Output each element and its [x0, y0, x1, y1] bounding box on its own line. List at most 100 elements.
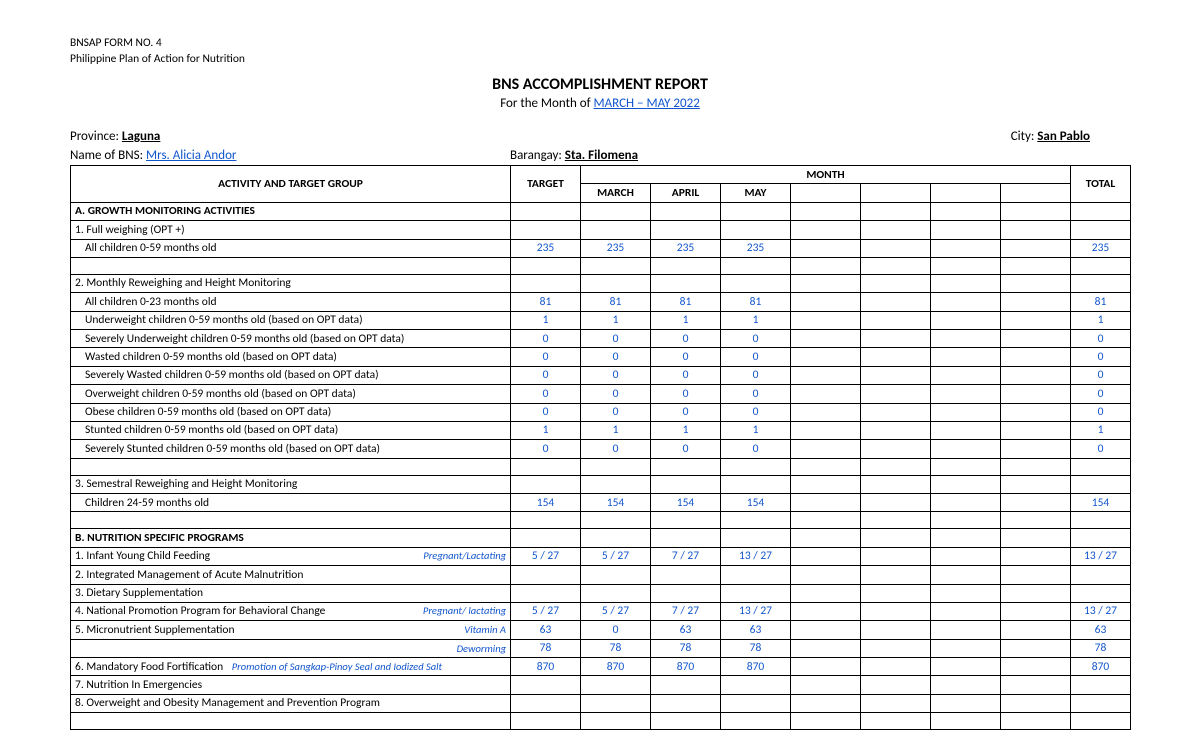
b4-annot: Pregnant/ lactating — [423, 604, 506, 617]
a1a-total: 235 — [1071, 239, 1131, 257]
a2a-total: 81 — [1071, 293, 1131, 311]
col-blank-2 — [861, 184, 931, 202]
a2i-label: Severely Stunted children 0-59 months ol… — [71, 440, 511, 458]
blank-row-1 — [71, 257, 1131, 274]
a2i-may: 0 — [721, 440, 791, 458]
b4-cell: 4. National Promotion Program for Behavi… — [71, 602, 511, 620]
a2e-total: 0 — [1071, 366, 1131, 384]
a2e-mar: 0 — [581, 366, 651, 384]
a2a-may: 81 — [721, 293, 791, 311]
bns-label: Name of BNS: — [70, 148, 146, 163]
b5a-cell: 5. Micronutrient Supplementation Vitamin… — [71, 621, 511, 639]
a2e-target: 0 — [511, 366, 581, 384]
a2c-apr: 0 — [651, 330, 721, 348]
section-b-label: B. NUTRITION SPECIFIC PROGRAMS — [71, 529, 511, 547]
a2h-apr: 1 — [651, 421, 721, 439]
col-target: TARGET — [511, 166, 581, 203]
province-label: Province: — [70, 129, 122, 144]
b6-total: 870 — [1071, 658, 1131, 676]
a2g-label: Obese children 0-59 months old (based on… — [71, 403, 511, 421]
row-a2d: Wasted children 0-59 months old (based o… — [71, 348, 1131, 366]
b5a-mar: 0 — [581, 621, 651, 639]
a3-label: 3. Semestral Reweighing and Height Monit… — [71, 475, 511, 493]
form-number: BNSAP FORM NO. 4 — [70, 36, 1130, 52]
b1-cell: 1. Infant Young Child Feeding Pregnant/L… — [71, 547, 511, 565]
col-activity: ACTIVITY AND TARGET GROUP — [71, 166, 511, 203]
report-title: BNS ACCOMPLISHMENT REPORT — [70, 75, 1130, 94]
a2f-mar: 0 — [581, 385, 651, 403]
a2i-target: 0 — [511, 440, 581, 458]
a2b-may: 1 — [721, 311, 791, 329]
barangay-value: Sta. Filomena — [565, 148, 638, 163]
section-a: A. GROWTH MONITORING ACTIVITIES — [71, 202, 1131, 220]
a2g-target: 0 — [511, 403, 581, 421]
row-a2-head: 2. Monthly Reweighing and Height Monitor… — [71, 274, 1131, 292]
b1-target: 5 / 27 — [511, 547, 581, 565]
row-a2f: Overweight children 0-59 months old (bas… — [71, 385, 1131, 403]
row-a1-head: 1. Full weighing (OPT +) — [71, 221, 1131, 239]
a1a-target: 235 — [511, 239, 581, 257]
col-month: MONTH — [581, 166, 1071, 184]
row-b6: 6. Mandatory Food Fortification Promotio… — [71, 658, 1131, 676]
b4-apr: 7 / 27 — [651, 602, 721, 620]
b1-total: 13 / 27 — [1071, 547, 1131, 565]
a2a-mar: 81 — [581, 293, 651, 311]
a3a-mar: 154 — [581, 494, 651, 512]
b3-label: 3. Dietary Supplementation — [71, 584, 511, 602]
report-period: MARCH – MAY 2022 — [594, 96, 700, 111]
row-b1: 1. Infant Young Child Feeding Pregnant/L… — [71, 547, 1131, 565]
a2b-target: 1 — [511, 311, 581, 329]
a2f-total: 0 — [1071, 385, 1131, 403]
a2b-label: Underweight children 0-59 months old (ba… — [71, 311, 511, 329]
b5b-may: 78 — [721, 639, 791, 657]
b7-label: 7. Nutrition In Emergencies — [71, 676, 511, 694]
a1a-may: 235 — [721, 239, 791, 257]
b5a-annot: Vitamin A — [464, 623, 506, 636]
col-april: APRIL — [651, 184, 721, 202]
a2g-mar: 0 — [581, 403, 651, 421]
a2b-apr: 1 — [651, 311, 721, 329]
a2h-may: 1 — [721, 421, 791, 439]
row-b8: 8. Overweight and Obesity Management and… — [71, 694, 1131, 712]
row-b5a: 5. Micronutrient Supplementation Vitamin… — [71, 621, 1131, 639]
a2h-target: 1 — [511, 421, 581, 439]
city-label: City: — [1011, 129, 1038, 144]
a2d-mar: 0 — [581, 348, 651, 366]
a2b-mar: 1 — [581, 311, 651, 329]
a2c-label: Severely Underweight children 0-59 month… — [71, 330, 511, 348]
b1-mar: 5 / 27 — [581, 547, 651, 565]
a2i-apr: 0 — [651, 440, 721, 458]
b6-label: 6. Mandatory Food Fortification — [75, 660, 223, 674]
col-total: TOTAL — [1071, 166, 1131, 203]
a2c-mar: 0 — [581, 330, 651, 348]
a2h-total: 1 — [1071, 421, 1131, 439]
b1-label: 1. Infant Young Child Feeding — [75, 549, 210, 563]
row-a2e: Severely Wasted children 0-59 months old… — [71, 366, 1131, 384]
b5a-label: 5. Micronutrient Supplementation — [75, 623, 235, 637]
b1-annot: Pregnant/Lactating — [423, 549, 506, 562]
b4-may: 13 / 27 — [721, 602, 791, 620]
a2e-may: 0 — [721, 366, 791, 384]
b6-may: 870 — [721, 658, 791, 676]
row-a3a: Children 24-59 months old 154 154 154 15… — [71, 494, 1131, 512]
row-a3-head: 3. Semestral Reweighing and Height Monit… — [71, 475, 1131, 493]
a2f-may: 0 — [721, 385, 791, 403]
meta-row-2: Name of BNS: Mrs. Alicia Andor Barangay:… — [70, 148, 1130, 163]
a2d-apr: 0 — [651, 348, 721, 366]
b5a-apr: 63 — [651, 621, 721, 639]
col-blank-3 — [931, 184, 1001, 202]
meta-row-1: Province: Laguna City: San Pablo — [70, 129, 1130, 144]
b1-may: 13 / 27 — [721, 547, 791, 565]
row-a2c: Severely Underweight children 0-59 month… — [71, 330, 1131, 348]
b4-total: 13 / 27 — [1071, 602, 1131, 620]
b5b-annot: Deworming — [457, 642, 506, 655]
col-may: MAY — [721, 184, 791, 202]
header-row-1: ACTIVITY AND TARGET GROUP TARGET MONTH T… — [71, 166, 1131, 184]
row-a2b: Underweight children 0-59 months old (ba… — [71, 311, 1131, 329]
a1a-apr: 235 — [651, 239, 721, 257]
row-a2g: Obese children 0-59 months old (based on… — [71, 403, 1131, 421]
b4-mar: 5 / 27 — [581, 602, 651, 620]
city-value: San Pablo — [1037, 129, 1090, 144]
a3a-apr: 154 — [651, 494, 721, 512]
a2a-target: 81 — [511, 293, 581, 311]
